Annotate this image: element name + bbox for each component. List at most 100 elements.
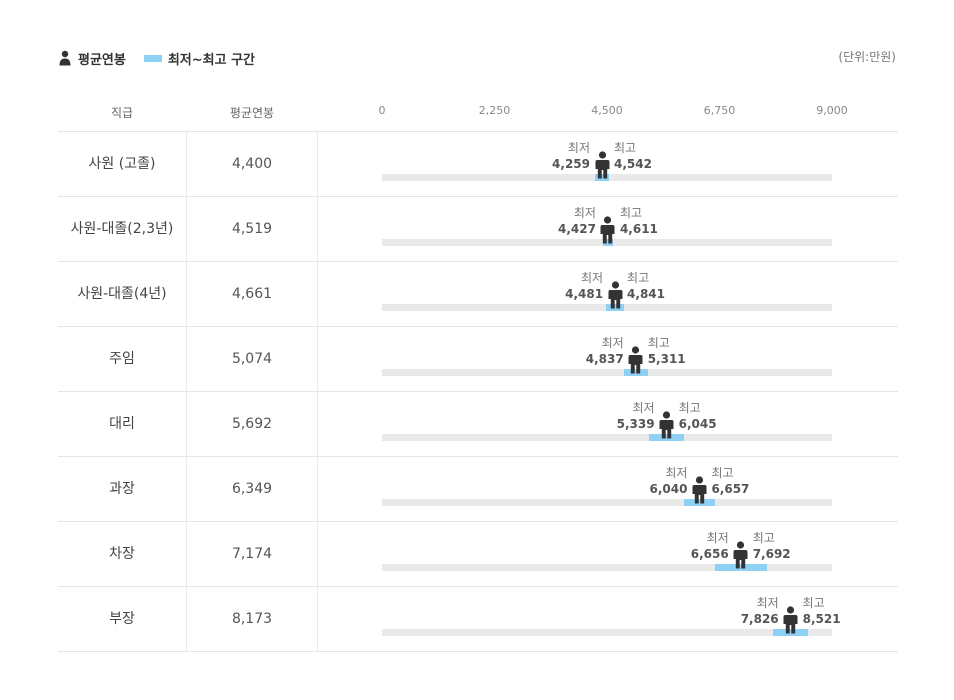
- legend-range-label: 최저~최고 구간: [167, 52, 256, 68]
- range-track: [382, 434, 832, 441]
- min-value: 6,656: [690, 547, 729, 561]
- min-value: 5,339: [616, 417, 655, 431]
- column-divider: [317, 457, 318, 521]
- min-salary-label: 최저 7,826: [741, 595, 779, 627]
- column-divider: [186, 327, 187, 391]
- range-track: [382, 499, 832, 506]
- min-caption: 최저: [706, 531, 729, 545]
- column-divider: [317, 587, 318, 651]
- min-max-range-bar: [684, 499, 715, 506]
- max-salary-label: 최고 8,521: [803, 595, 841, 627]
- avg-salary-cell: 4,400: [231, 156, 273, 172]
- min-max-range-bar: [714, 564, 767, 571]
- column-divider: [317, 522, 318, 586]
- max-salary-label: 최고 5,311: [648, 335, 686, 367]
- avg-salary-marker-icon: [608, 281, 623, 309]
- column-divider: [317, 262, 318, 326]
- max-value: 8,521: [802, 612, 841, 626]
- min-caption: 최저: [601, 336, 624, 350]
- table-header: 직급 평균연봉 0 2,250 4,500 6,750 9,000: [58, 104, 898, 124]
- x-tick-label: 9,000: [816, 104, 848, 117]
- column-divider: [186, 522, 187, 586]
- max-caption: 최고: [711, 466, 734, 480]
- avg-salary-marker-icon: [628, 346, 643, 374]
- grade-cell: 사원-대졸(4년): [77, 286, 167, 302]
- min-salary-label: 최저 4,427: [558, 205, 596, 237]
- avg-salary-cell: 8,173: [231, 611, 273, 627]
- max-caption: 최고: [647, 336, 670, 350]
- column-divider: [317, 197, 318, 261]
- column-divider: [186, 457, 187, 521]
- max-salary-label: 최고 4,841: [627, 270, 665, 302]
- range-track: [382, 564, 832, 571]
- avg-salary-marker-icon: [733, 541, 748, 569]
- max-value: 6,045: [678, 417, 717, 431]
- min-max-range-bar: [606, 304, 625, 311]
- column-divider: [317, 327, 318, 391]
- min-caption: 최저: [632, 401, 655, 415]
- min-max-range-bar: [623, 369, 648, 376]
- x-tick-label: 4,500: [591, 104, 623, 117]
- range-track: [382, 629, 832, 636]
- max-salary-label: 최고 6,045: [679, 400, 717, 432]
- max-value: 7,692: [752, 547, 791, 561]
- max-salary-label: 최고 4,611: [620, 205, 658, 237]
- min-salary-label: 최저 6,040: [649, 465, 687, 497]
- max-caption: 최고: [614, 141, 637, 155]
- min-max-range-bar: [773, 629, 809, 636]
- range-swatch: [143, 54, 162, 62]
- grade-cell: 차장: [109, 546, 135, 562]
- min-caption: 최저: [567, 141, 590, 155]
- grade-cell: 주임: [109, 351, 135, 367]
- max-value: 5,311: [647, 352, 686, 366]
- avg-salary-marker-icon: [595, 151, 610, 179]
- min-value: 4,481: [565, 287, 604, 301]
- max-value: 4,841: [627, 287, 666, 301]
- min-value: 6,040: [649, 482, 688, 496]
- range-track: [382, 369, 832, 376]
- avg-salary-marker-icon: [659, 411, 674, 439]
- avg-column-header: 평균연봉: [229, 106, 275, 120]
- max-caption: 최고: [802, 596, 825, 610]
- table-row: 대리 5,692 최저 5,339 최고 6,045: [58, 392, 898, 457]
- avg-salary-cell: 6,349: [231, 481, 273, 497]
- min-caption: 최저: [756, 596, 779, 610]
- max-value: 4,611: [619, 222, 658, 236]
- max-caption: 최고: [678, 401, 701, 415]
- column-divider: [186, 392, 187, 456]
- avg-salary-cell: 5,692: [231, 416, 273, 432]
- max-caption: 최고: [619, 206, 643, 220]
- min-value: 4,427: [557, 222, 596, 236]
- min-salary-label: 최저 5,339: [617, 400, 655, 432]
- max-value: 6,657: [711, 482, 750, 496]
- person-icon: [59, 50, 71, 66]
- unit-label: (단위:만원): [838, 50, 896, 64]
- table-row: 사원-대졸(4년) 4,661 최저 4,481 최고 4,841: [58, 262, 898, 327]
- max-value: 4,542: [614, 157, 652, 171]
- table-row: 차장 7,174 최저 6,656 최고 7,692: [58, 522, 898, 587]
- min-salary-label: 최저 4,259: [552, 140, 590, 172]
- x-tick-label: 6,750: [703, 104, 736, 117]
- min-caption: 최저: [580, 271, 604, 285]
- table-row: 주임 5,074 최저 4,837 최고 5,311: [58, 327, 898, 392]
- table-row: 사원-대졸(2,3년) 4,519 최저 4,427 최고 4,611: [58, 197, 898, 262]
- avg-salary-cell: 4,519: [231, 221, 273, 237]
- min-value: 7,826: [740, 612, 779, 626]
- max-salary-label: 최고 6,657: [711, 465, 749, 497]
- min-salary-label: 최저 4,837: [586, 335, 624, 367]
- avg-salary-cell: 5,074: [231, 351, 273, 367]
- min-max-range-bar: [603, 239, 613, 246]
- column-divider: [317, 392, 318, 456]
- min-salary-label: 최저 4,481: [565, 270, 603, 302]
- column-divider: [186, 587, 187, 651]
- column-divider: [186, 197, 187, 261]
- min-max-range-bar: [648, 434, 685, 441]
- min-salary-label: 최저 6,656: [691, 530, 729, 562]
- avg-salary-marker-icon: [692, 476, 707, 504]
- grade-cell: 과장: [109, 481, 135, 497]
- min-caption: 최저: [573, 206, 596, 220]
- grade-column-header: 직급: [110, 106, 134, 120]
- max-caption: 최고: [752, 531, 775, 545]
- column-divider: [186, 132, 187, 196]
- grade-cell: 사원 (고졸): [88, 156, 156, 172]
